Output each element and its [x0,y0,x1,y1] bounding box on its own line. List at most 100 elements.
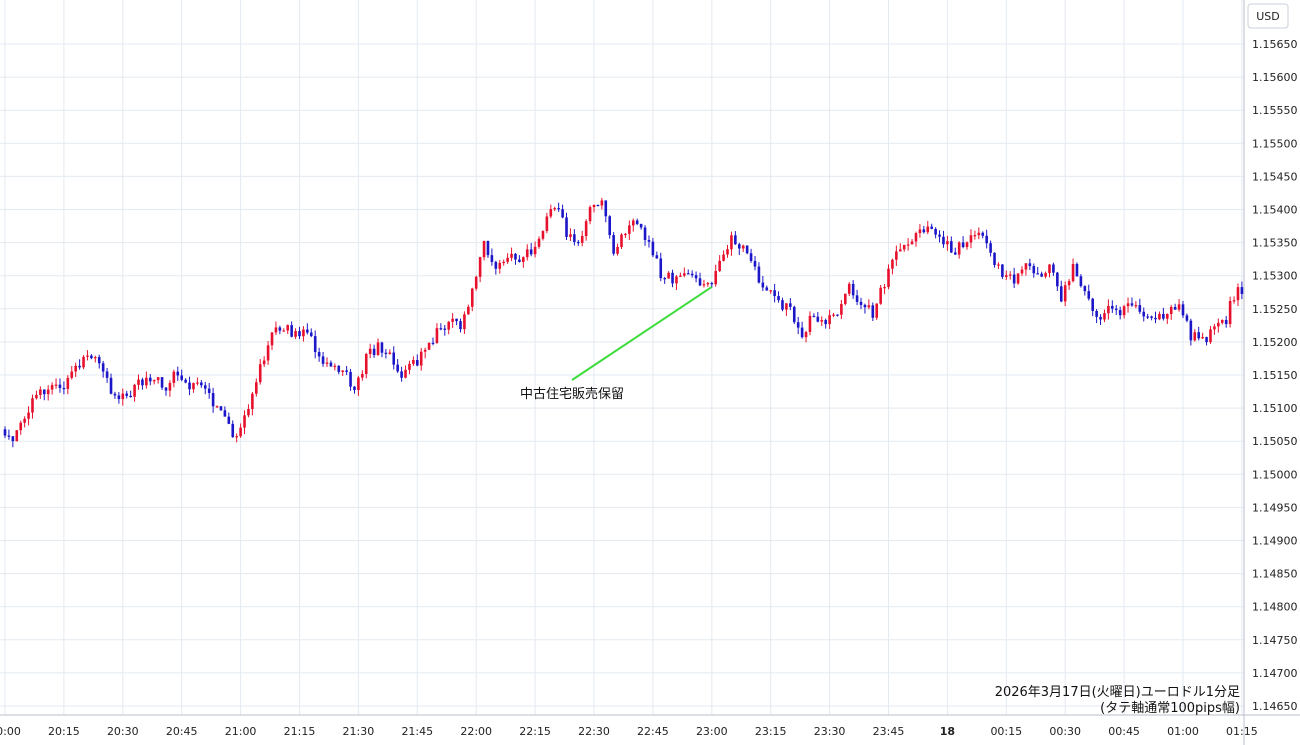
candle-body [78,365,81,368]
candle-body [54,384,58,386]
candle [891,258,894,275]
candle-body [1020,269,1024,274]
candle-body [1165,313,1169,319]
x-tick-label: 22:45 [637,725,669,738]
candle-body [113,393,117,396]
candle [70,366,74,380]
candle [290,321,293,338]
candle-body [757,266,761,283]
candle [1142,307,1146,322]
candle-body [1099,316,1102,320]
candle [278,325,282,335]
candle [1224,315,1228,328]
candle [973,230,977,240]
x-tick-label: 20:30 [107,725,139,738]
candle [200,380,203,388]
candle-body [847,283,851,294]
candle-body [938,234,941,237]
candle-body [137,379,140,385]
candle [930,223,933,230]
candle [160,377,164,390]
candle [1075,262,1079,277]
candle [274,321,278,336]
candle [584,219,588,241]
candle-body [1134,305,1138,307]
candle [710,281,714,288]
candle-body [576,241,580,244]
candle-body [368,348,372,354]
candle-body [282,330,286,332]
candle [938,230,941,243]
candle [1044,271,1047,279]
candle-body [942,236,945,245]
candle-body [294,331,297,337]
candle [1213,323,1216,335]
candle [635,218,639,226]
candle-body [859,301,863,305]
candle [671,269,674,288]
y-tick-label: 1.15550 [1252,104,1298,117]
candle-body [255,382,258,394]
candle-body [800,327,804,338]
candle-body [1146,316,1149,318]
candle-body [35,394,38,399]
x-tick-label: 00:15 [990,725,1022,738]
candle [953,247,957,255]
x-tick-label: 20:00 [0,725,21,738]
candle [1146,313,1149,319]
candle [702,279,706,288]
candle [769,290,772,294]
candle [486,240,490,258]
candle-body [993,252,996,265]
candle [545,212,549,234]
y-tick-label: 1.15250 [1252,303,1298,316]
candle [239,423,242,438]
candle [364,352,368,379]
candle [372,344,376,358]
candle [306,323,309,335]
candle [694,271,698,283]
x-tick-label: 23:15 [755,725,787,738]
candle [467,304,470,315]
caption: 2026年3月17日(火曜日)ユーロドル1分足 (タテ軸通常100pips幅) [995,685,1240,716]
candle-body [101,363,105,372]
candle [357,375,360,396]
candle-body [655,255,659,259]
candle-body [431,342,435,344]
candle-body [215,406,219,408]
candle-body [313,336,317,353]
candle-body [463,314,466,330]
candle [828,309,831,329]
candle [219,406,223,411]
candle-body [930,226,933,229]
candle [298,326,301,339]
y-tick-label: 1.14750 [1252,634,1298,647]
candle-body [918,229,922,234]
candle [1162,307,1165,321]
candle [1189,318,1193,346]
candle-body [1213,326,1216,330]
x-tick-label: 21:00 [225,725,257,738]
candle-body [522,257,525,262]
candle [1103,309,1106,323]
candle-body [188,382,191,390]
candle [184,378,187,384]
candle [1111,300,1114,313]
candle [832,312,835,318]
currency-badge[interactable] [1247,3,1289,29]
candle [753,256,757,271]
candle [537,236,541,249]
candle-body [785,303,788,310]
candle-body [86,355,89,357]
candle-body [651,241,655,256]
x-tick-label: 23:00 [696,725,728,738]
candle [164,386,168,396]
candle [266,341,270,365]
candle [1201,332,1204,340]
y-tick-label: 1.15050 [1252,435,1298,448]
candle-body [145,377,148,386]
candle [42,389,46,401]
candle [15,429,19,442]
candle-body [1001,264,1004,277]
candle-body [203,385,207,389]
